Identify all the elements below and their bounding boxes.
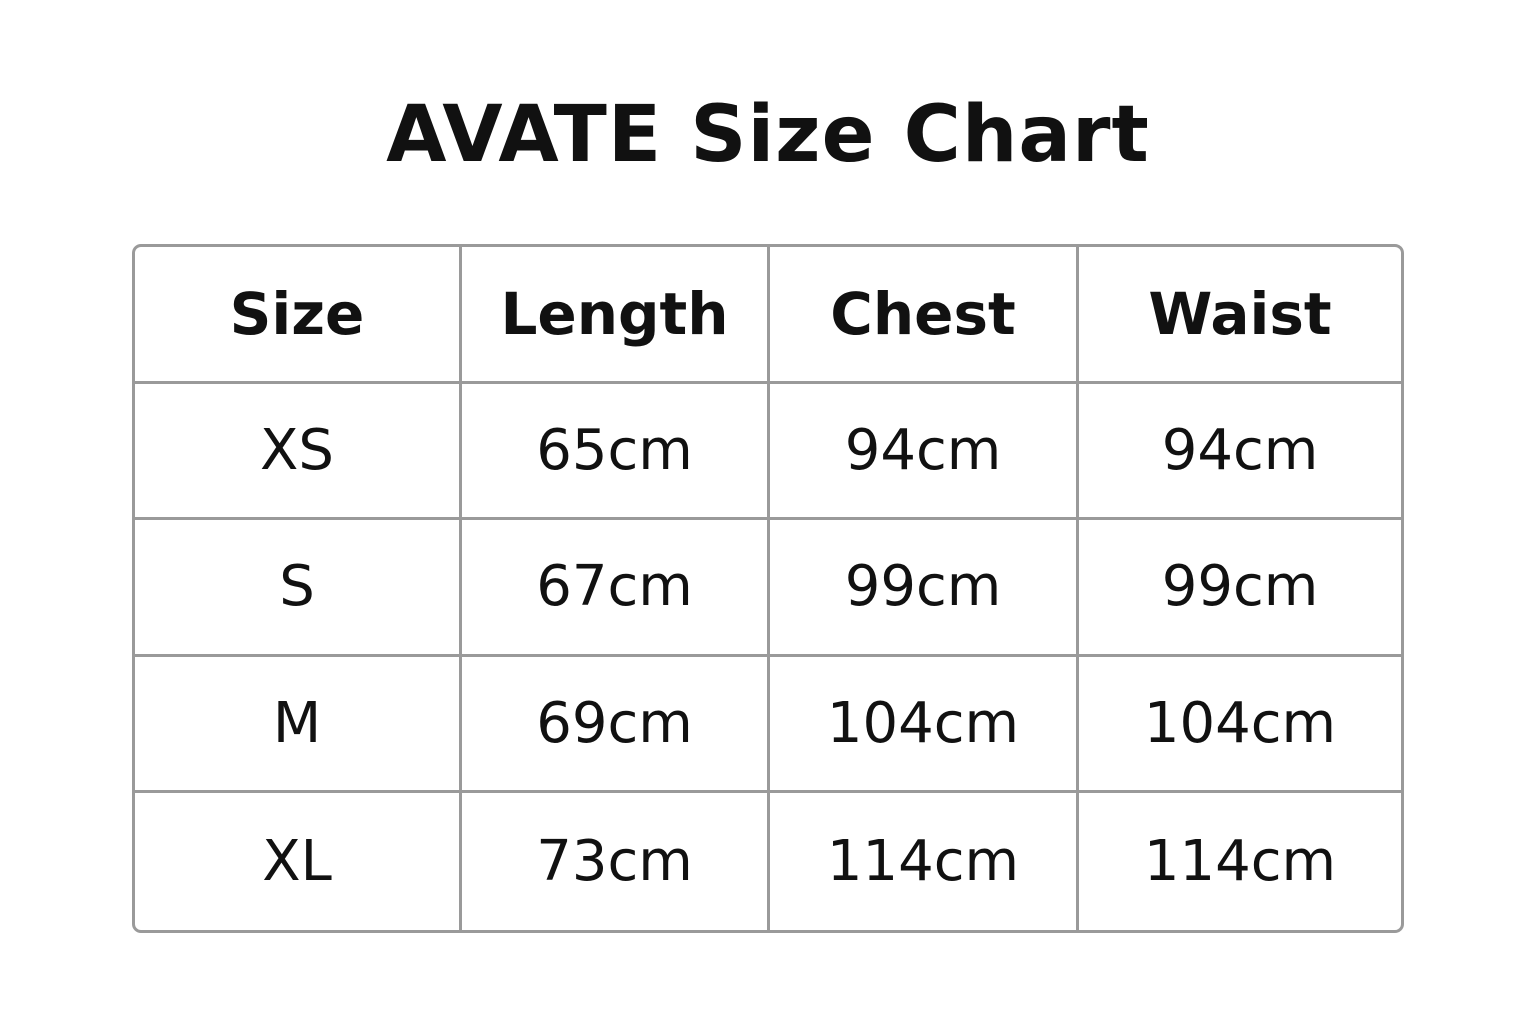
- cell-waist: 104cm: [1079, 657, 1401, 794]
- cell-waist: 114cm: [1143, 829, 1337, 895]
- cell-chest: 114cm: [770, 793, 1079, 930]
- header-chest: Chest: [770, 247, 1079, 384]
- cell-length: 65cm: [462, 383, 770, 521]
- page-title: AVATE Size Chart: [386, 90, 1150, 180]
- cell-chest: 94cm: [770, 383, 1079, 521]
- cell-chest: 104cm: [770, 656, 1079, 794]
- cell-size: S: [135, 520, 462, 657]
- size-chart-table: Size Length Chest Waist XS 65cm 94cm 94c…: [132, 244, 1404, 933]
- cell-length: 73cm: [462, 793, 770, 930]
- cell-size: M: [135, 656, 462, 794]
- cell-length: 67cm: [462, 520, 770, 657]
- header-length: Length: [462, 247, 770, 384]
- header-size: Size: [135, 247, 462, 384]
- cell-length: 69cm: [462, 656, 770, 794]
- cell-waist: 99cm: [1079, 520, 1401, 657]
- cell-size: XS: [135, 383, 462, 521]
- cell-chest: 99cm: [770, 520, 1079, 657]
- cell-size: XL: [135, 793, 462, 930]
- cell-waist: 94cm: [1079, 384, 1401, 521]
- header-waist: Waist: [1079, 247, 1401, 384]
